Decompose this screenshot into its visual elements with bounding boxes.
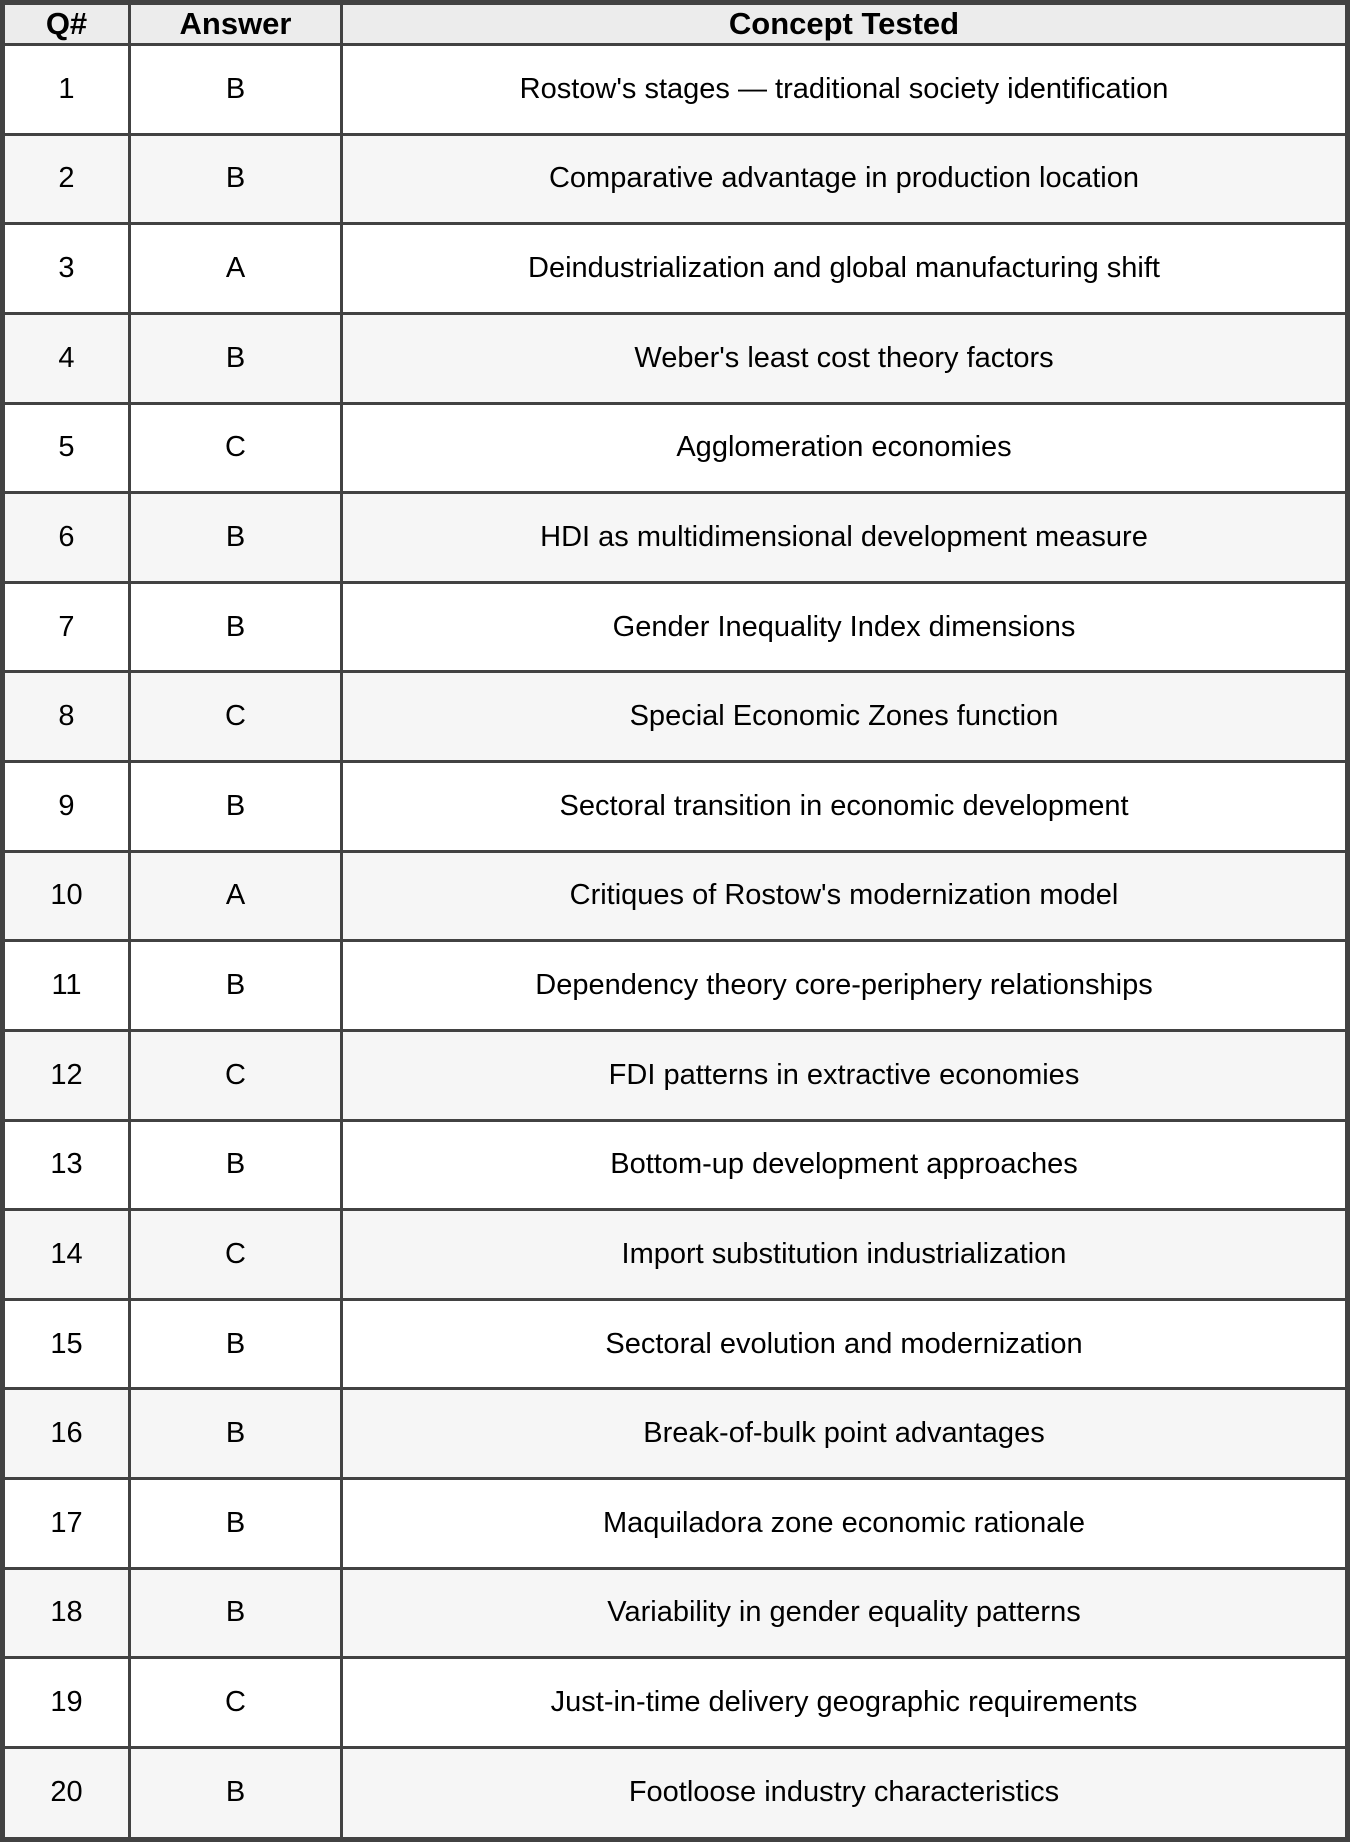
table-row: 1 B Rostow's stages — traditional societ… (1, 43, 1349, 136)
answer-cell: C (128, 1656, 343, 1749)
qnum-cell: 17 (1, 1477, 131, 1570)
qnum-cell: 9 (1, 760, 131, 853)
concept-cell: Weber's least cost theory factors (340, 311, 1349, 405)
table-row: 14 C Import substitution industrializati… (1, 1208, 1349, 1301)
answer-cell: C (128, 1028, 343, 1122)
concept-cell: Just-in-time delivery geographic require… (340, 1656, 1349, 1749)
answer-cell: B (128, 491, 343, 584)
header-row: Q# Answer Concept Tested (1, 1, 1349, 46)
qnum-cell: 11 (1, 939, 131, 1032)
column-header-answer: Answer (128, 1, 343, 46)
table-row: 3 A Deindustrialization and global manuf… (1, 222, 1349, 315)
concept-cell: Break-of-bulk point advantages (340, 1387, 1349, 1480)
answer-cell: B (128, 1118, 343, 1212)
concept-cell: Special Economic Zones function (340, 670, 1349, 763)
answer-cell: C (128, 670, 343, 763)
qnum-cell: 14 (1, 1208, 131, 1301)
table-row: 18 B Variability in gender equality patt… (1, 1566, 1349, 1660)
answer-cell: B (128, 1745, 343, 1842)
concept-cell: Sectoral evolution and modernization (340, 1297, 1349, 1391)
table-header: Q# Answer Concept Tested (1, 1, 1349, 46)
table-row: 12 C FDI patterns in extractive economie… (1, 1028, 1349, 1122)
concept-cell: Sectoral transition in economic developm… (340, 760, 1349, 853)
answer-cell: C (128, 401, 343, 495)
table-row: 11 B Dependency theory core-periphery re… (1, 939, 1349, 1032)
qnum-cell: 13 (1, 1118, 131, 1212)
answer-cell: B (128, 1566, 343, 1660)
concept-cell: FDI patterns in extractive economies (340, 1028, 1349, 1122)
answer-cell: B (128, 311, 343, 405)
table-row: 16 B Break-of-bulk point advantages (1, 1387, 1349, 1480)
answer-cell: B (128, 939, 343, 1032)
concept-cell: Dependency theory core-periphery relatio… (340, 939, 1349, 1032)
answer-cell: B (128, 580, 343, 674)
concept-cell: Maquiladora zone economic rationale (340, 1477, 1349, 1570)
concept-cell: HDI as multidimensional development meas… (340, 491, 1349, 584)
concept-cell: Critiques of Rostow's modernization mode… (340, 849, 1349, 943)
answer-cell: B (128, 1387, 343, 1480)
qnum-cell: 10 (1, 849, 131, 943)
qnum-cell: 8 (1, 670, 131, 763)
qnum-cell: 18 (1, 1566, 131, 1660)
table-row: 19 C Just-in-time delivery geographic re… (1, 1656, 1349, 1749)
qnum-cell: 3 (1, 222, 131, 315)
qnum-cell: 15 (1, 1297, 131, 1391)
table-row: 5 C Agglomeration economies (1, 401, 1349, 495)
table-row: 17 B Maquiladora zone economic rationale (1, 1477, 1349, 1570)
table-row: 9 B Sectoral transition in economic deve… (1, 760, 1349, 853)
table-row: 8 C Special Economic Zones function (1, 670, 1349, 763)
table-row: 7 B Gender Inequality Index dimensions (1, 580, 1349, 674)
qnum-cell: 6 (1, 491, 131, 584)
answer-cell: A (128, 222, 343, 315)
table-row: 20 B Footloose industry characteristics (1, 1745, 1349, 1842)
qnum-cell: 4 (1, 311, 131, 405)
qnum-cell: 5 (1, 401, 131, 495)
qnum-cell: 1 (1, 43, 131, 136)
concept-cell: Bottom-up development approaches (340, 1118, 1349, 1212)
concept-cell: Import substitution industrialization (340, 1208, 1349, 1301)
answer-cell: B (128, 760, 343, 853)
answer-cell: B (128, 43, 343, 136)
table-row: 6 B HDI as multidimensional development … (1, 491, 1349, 584)
concept-cell: Variability in gender equality patterns (340, 1566, 1349, 1660)
concept-cell: Comparative advantage in production loca… (340, 132, 1349, 226)
answer-cell: B (128, 1297, 343, 1391)
table-row: 15 B Sectoral evolution and modernizatio… (1, 1297, 1349, 1391)
answer-cell: C (128, 1208, 343, 1301)
concept-cell: Deindustrialization and global manufactu… (340, 222, 1349, 315)
table-row: 2 B Comparative advantage in production … (1, 132, 1349, 226)
table-body: 1 B Rostow's stages — traditional societ… (1, 43, 1349, 1842)
qnum-cell: 12 (1, 1028, 131, 1122)
table-row: 4 B Weber's least cost theory factors (1, 311, 1349, 405)
answer-cell: B (128, 1477, 343, 1570)
qnum-cell: 2 (1, 132, 131, 226)
concept-cell: Rostow's stages — traditional society id… (340, 43, 1349, 136)
qnum-cell: 19 (1, 1656, 131, 1749)
qnum-cell: 16 (1, 1387, 131, 1480)
answer-cell: A (128, 849, 343, 943)
concept-cell: Agglomeration economies (340, 401, 1349, 495)
column-header-qnum: Q# (1, 1, 131, 46)
concept-cell: Gender Inequality Index dimensions (340, 580, 1349, 674)
table-row: 10 A Critiques of Rostow's modernization… (1, 849, 1349, 943)
table-row: 13 B Bottom-up development approaches (1, 1118, 1349, 1212)
qnum-cell: 7 (1, 580, 131, 674)
qnum-cell: 20 (1, 1745, 131, 1842)
concept-cell: Footloose industry characteristics (340, 1745, 1349, 1842)
answer-cell: B (128, 132, 343, 226)
column-header-concept: Concept Tested (340, 1, 1349, 46)
